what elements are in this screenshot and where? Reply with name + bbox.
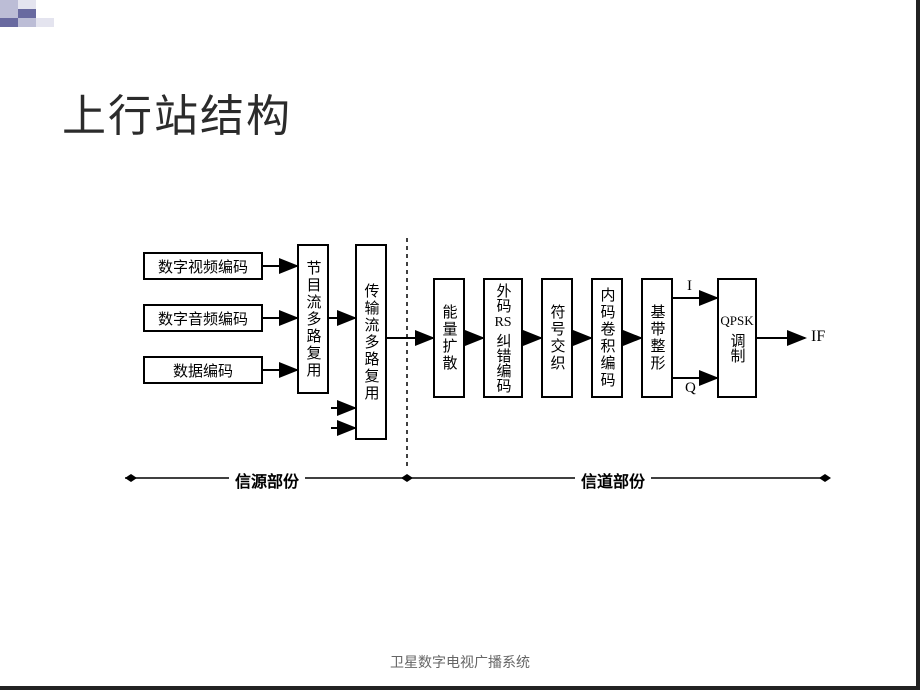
label-channel-section: 信道部份: [575, 468, 651, 492]
footer-text: 卫星数字电视广播系统: [0, 652, 920, 672]
box-baseband: 基带整形: [641, 278, 673, 398]
box-data-encode: 数据编码: [143, 356, 263, 384]
label-q: Q: [685, 380, 696, 397]
qpsk-label-a: QPSK: [720, 313, 753, 329]
box-qpsk: QPSK 调制: [717, 278, 757, 398]
box-inner-code: 内码卷积编码: [591, 278, 623, 398]
label-if: IF: [811, 328, 825, 346]
box-program-mux: 节目流多路复用: [297, 244, 329, 394]
block-diagram: 数字视频编码 数字音频编码 数据编码 节目流多路复用 传输流多路复用 能量扩散 …: [125, 230, 845, 520]
page-title: 上行站结构: [62, 80, 292, 144]
corner-decoration: [0, 0, 58, 30]
box-audio-encode: 数字音频编码: [143, 304, 263, 332]
outer-code-label-c: 纠错编码: [493, 333, 514, 393]
outer-code-label-a: 外码: [493, 283, 514, 313]
bottom-border: [0, 686, 920, 690]
box-video-encode: 数字视频编码: [143, 252, 263, 280]
qpsk-label-b: 调制: [727, 333, 748, 363]
box-transport-mux: 传输流多路复用: [355, 244, 387, 440]
right-border: [916, 0, 920, 690]
label-source-section: 信源部份: [229, 468, 305, 492]
label-i: I: [687, 278, 692, 295]
outer-code-label-b: RS: [494, 315, 511, 331]
box-interleave: 符号交织: [541, 278, 573, 398]
box-outer-code: 外码 RS 纠错编码: [483, 278, 523, 398]
box-energy: 能量扩散: [433, 278, 465, 398]
